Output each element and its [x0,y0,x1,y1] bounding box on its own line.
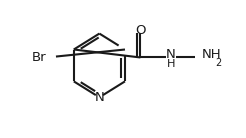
Text: 2: 2 [215,58,221,68]
Text: Br: Br [31,51,46,64]
Text: N: N [94,91,104,104]
Text: N: N [166,48,176,61]
Text: NH: NH [201,48,221,61]
Text: H: H [167,59,175,69]
Text: O: O [135,24,146,37]
